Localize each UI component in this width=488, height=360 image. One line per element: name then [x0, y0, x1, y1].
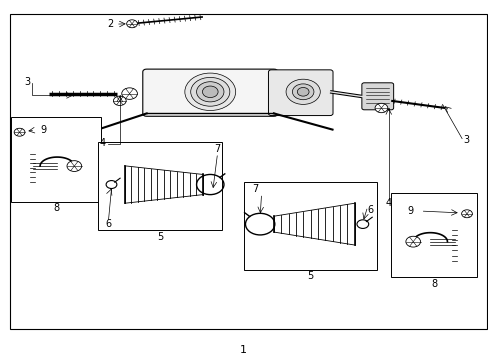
Text: 5: 5 — [157, 232, 163, 242]
FancyBboxPatch shape — [142, 69, 277, 116]
Circle shape — [67, 161, 81, 171]
Text: 4: 4 — [385, 198, 391, 208]
Circle shape — [285, 79, 320, 104]
FancyBboxPatch shape — [361, 83, 393, 110]
Text: 3: 3 — [24, 77, 30, 87]
Bar — [244, 182, 376, 270]
Circle shape — [461, 210, 471, 218]
Circle shape — [405, 236, 420, 247]
Circle shape — [297, 87, 308, 96]
FancyBboxPatch shape — [268, 70, 332, 116]
Circle shape — [202, 86, 218, 98]
Bar — [98, 142, 222, 230]
Text: 2: 2 — [107, 19, 113, 29]
Circle shape — [374, 103, 387, 113]
Circle shape — [196, 82, 224, 102]
Bar — [11, 117, 101, 202]
Text: 6: 6 — [367, 205, 373, 215]
Bar — [390, 193, 476, 277]
Circle shape — [126, 20, 137, 28]
Circle shape — [184, 73, 235, 111]
Text: 7: 7 — [252, 184, 258, 194]
Text: 3: 3 — [462, 135, 468, 145]
Bar — [10, 14, 486, 329]
Text: 7: 7 — [214, 144, 220, 154]
Circle shape — [122, 88, 137, 99]
Circle shape — [14, 128, 25, 136]
Circle shape — [113, 96, 126, 105]
Circle shape — [190, 77, 229, 106]
Text: 1: 1 — [239, 345, 246, 355]
Text: 6: 6 — [105, 219, 111, 229]
Circle shape — [292, 84, 313, 100]
Text: 9: 9 — [40, 125, 46, 135]
Text: 5: 5 — [307, 271, 313, 282]
Text: 8: 8 — [430, 279, 436, 289]
Text: 9: 9 — [407, 206, 413, 216]
Text: 4: 4 — [100, 138, 105, 148]
Text: 8: 8 — [53, 203, 59, 213]
